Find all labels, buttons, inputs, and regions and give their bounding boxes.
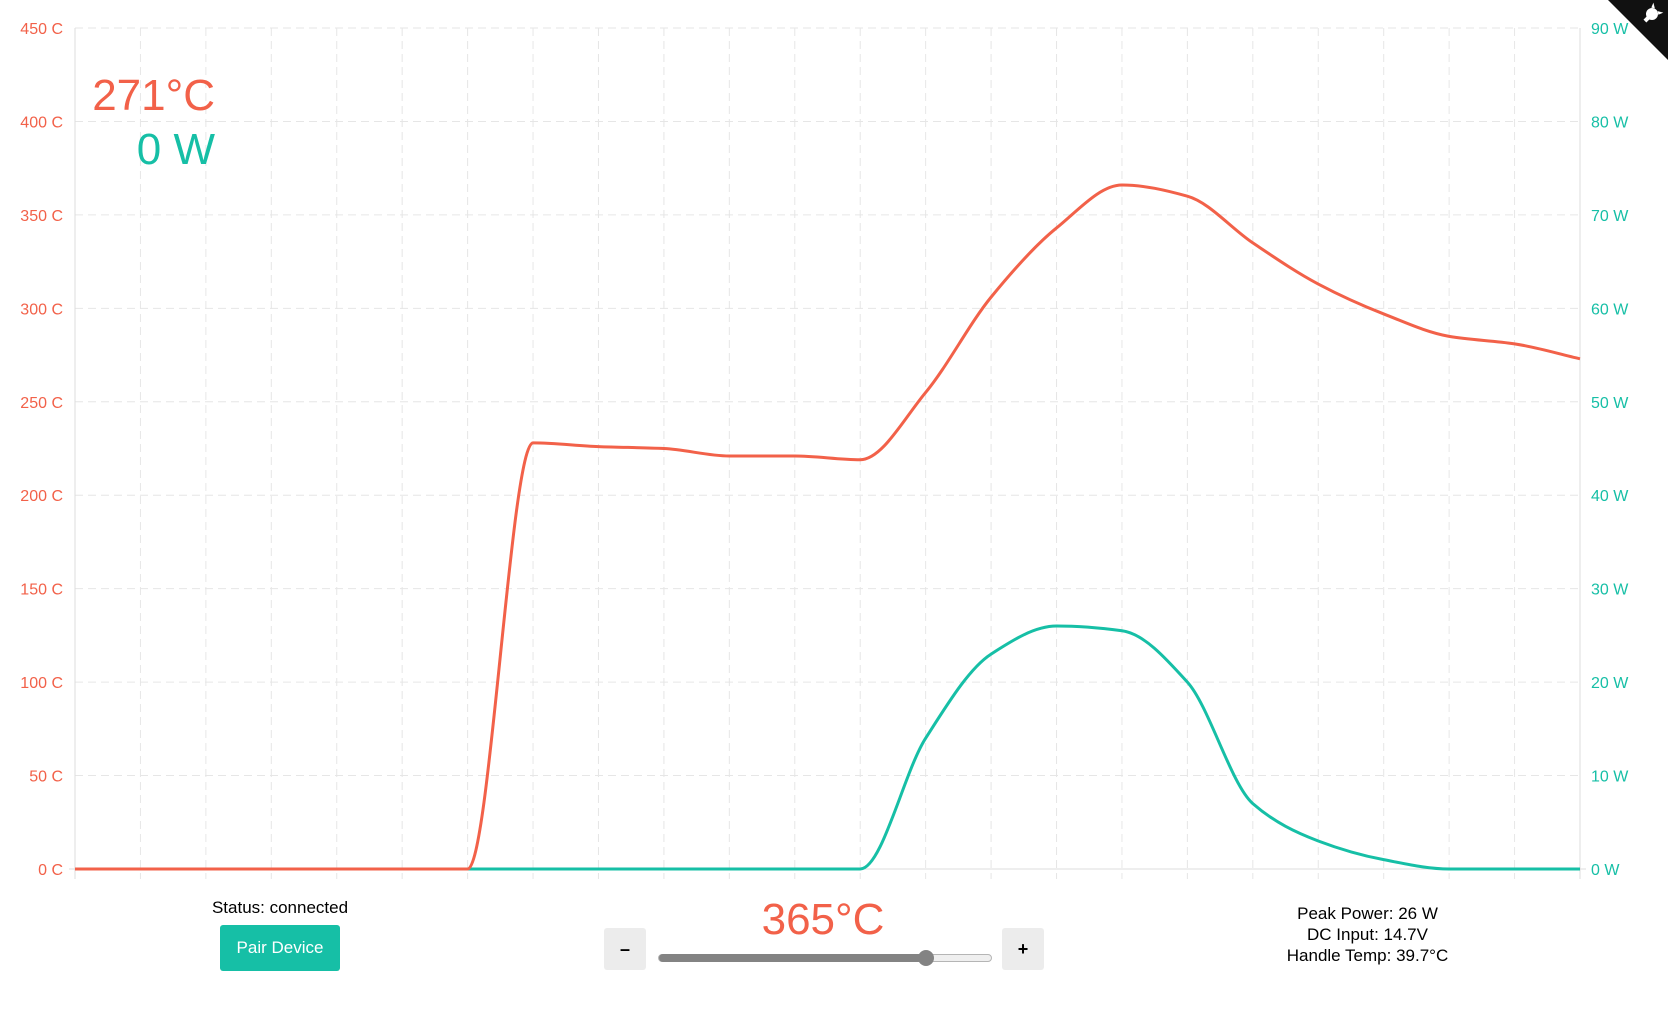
temperature-series-line bbox=[75, 183, 1581, 871]
power-series-line bbox=[75, 624, 1580, 871]
current-temperature: 271°C bbox=[92, 71, 215, 120]
right-tick-label: 20 W bbox=[1591, 675, 1629, 692]
left-tick-label: 400 C bbox=[20, 114, 63, 131]
setpoint-value: 365°C bbox=[761, 895, 885, 944]
left-tick-label: 50 C bbox=[29, 769, 63, 786]
right-tick-label: 80 W bbox=[1591, 114, 1629, 131]
right-tick-label: 60 W bbox=[1591, 301, 1629, 318]
right-tick-label: 30 W bbox=[1591, 582, 1629, 599]
handle-temp-stat: Handle Temp: 39.7°C bbox=[1286, 946, 1449, 965]
right-tick-label: 10 W bbox=[1591, 769, 1629, 786]
github-corner-icon[interactable] bbox=[1608, 0, 1668, 60]
left-tick-label: 250 C bbox=[20, 395, 63, 412]
right-tick-label: 70 W bbox=[1591, 208, 1629, 225]
slider-thumb[interactable] bbox=[918, 950, 935, 966]
right-tick-label: 50 W bbox=[1591, 395, 1629, 412]
chart-series bbox=[75, 183, 1581, 871]
current-power: 0 W bbox=[136, 125, 215, 174]
peak-power-stat: Peak Power: 26 W bbox=[1297, 904, 1438, 923]
temperature-power-chart: 0 C 50 C 100 C 150 C 200 C 250 C 300 C 350 C 400… bbox=[20, 21, 1629, 879]
slider-fill bbox=[659, 954, 927, 962]
y-axis-left: 0 C 50 C 100 C 150 C 200 C 250 C 300 C 350 C 400… bbox=[20, 21, 63, 879]
decrease-setpoint-button[interactable]: – bbox=[604, 928, 646, 970]
left-tick-label: 350 C bbox=[20, 208, 63, 225]
dc-input-stat: DC Input: 14.7V bbox=[1307, 925, 1428, 944]
left-tick-label: 0 C bbox=[38, 862, 63, 879]
left-tick-label: 100 C bbox=[20, 675, 63, 692]
left-tick-label: 300 C bbox=[20, 301, 63, 318]
connection-status: Status: connected bbox=[211, 898, 349, 917]
chart-grid bbox=[69, 27, 1586, 879]
y-axis-right: 0 W 10 W 20 W 30 W 40 W 50 W 60 W 70 W 80 W 90 W bbox=[1591, 21, 1629, 879]
left-tick-label: 200 C bbox=[20, 488, 63, 505]
device-stats: Peak Power: 26 W DC Input: 14.7V Handle … bbox=[1240, 903, 1495, 966]
right-tick-label: 40 W bbox=[1591, 488, 1629, 505]
increase-setpoint-button[interactable]: + bbox=[1002, 928, 1044, 970]
left-tick-label: 450 C bbox=[20, 21, 63, 38]
setpoint-slider[interactable] bbox=[658, 950, 992, 966]
left-tick-label: 150 C bbox=[20, 582, 63, 599]
right-tick-label: 90 W bbox=[1591, 21, 1629, 38]
right-tick-label: 0 W bbox=[1591, 862, 1620, 879]
pair-device-button[interactable]: Pair Device bbox=[220, 925, 340, 971]
